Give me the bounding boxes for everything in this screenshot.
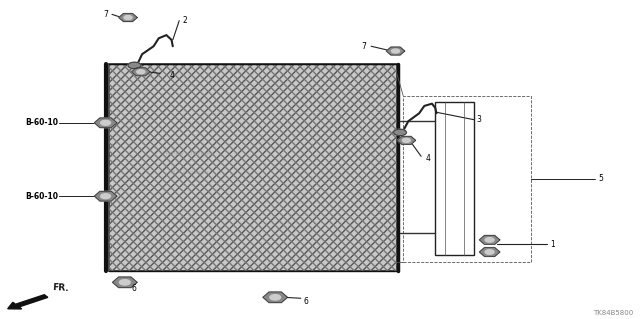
Text: 5: 5 [598,174,604,183]
Circle shape [120,280,130,285]
Circle shape [124,16,132,19]
Polygon shape [132,68,150,76]
FancyArrow shape [8,295,48,309]
Text: TK84B5800: TK84B5800 [593,310,634,316]
Polygon shape [94,118,117,128]
Circle shape [394,129,406,136]
Circle shape [270,295,280,300]
Bar [109,64,397,271]
Polygon shape [113,277,137,288]
Polygon shape [94,191,117,201]
Text: 6: 6 [131,284,136,293]
Circle shape [128,62,141,69]
Text: 2: 2 [182,16,187,25]
Text: 1: 1 [550,240,555,249]
Text: Honda  Odyssey: Honda Odyssey [163,151,214,156]
Text: 7: 7 [104,10,109,19]
Text: 6: 6 [304,297,309,306]
Text: 3: 3 [477,115,482,124]
Circle shape [100,120,111,125]
Circle shape [100,194,111,199]
Circle shape [403,138,410,142]
Polygon shape [479,248,500,256]
Bar [109,64,397,271]
Text: 4: 4 [426,154,431,163]
Polygon shape [479,235,500,244]
Text: B-60-10: B-60-10 [26,118,59,127]
Text: 7: 7 [362,42,367,51]
Bar [435,102,474,255]
Circle shape [485,238,494,242]
Bar [109,64,397,271]
Polygon shape [119,14,137,21]
Text: FR.: FR. [52,283,69,293]
Polygon shape [387,47,404,55]
Text: A/C Condenser: A/C Condenser [168,170,209,175]
Circle shape [137,70,145,74]
Text: B-60-10: B-60-10 [26,192,59,201]
Polygon shape [397,137,415,144]
Text: 4: 4 [170,71,175,80]
Circle shape [485,250,494,254]
Polygon shape [263,292,287,303]
Circle shape [392,49,399,53]
